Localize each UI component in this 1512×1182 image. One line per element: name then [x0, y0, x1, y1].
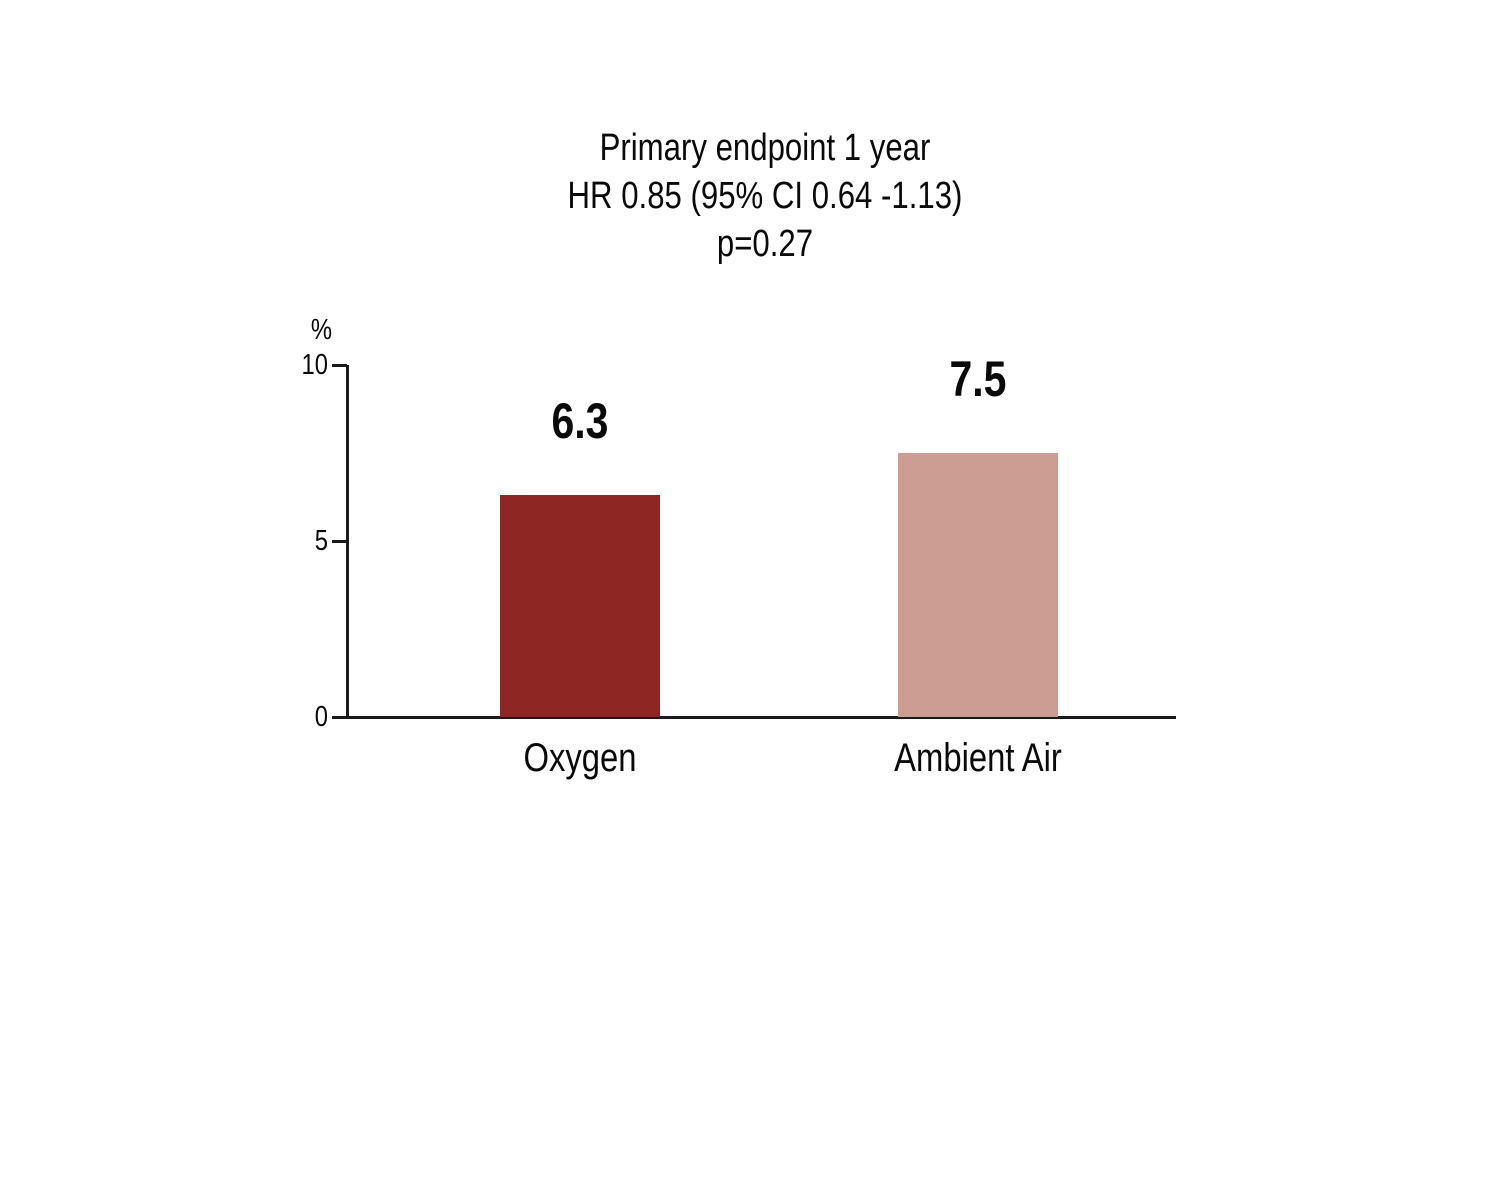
value-label-oxygen: 6.3: [551, 393, 609, 450]
category-label-ambient-air: Ambient Air: [894, 736, 1062, 780]
y-tick-label-10: 10: [301, 349, 328, 381]
y-axis-unit-label: %: [310, 314, 332, 346]
chart-title-line-2: HR 0.85 (95% CI 0.64 -1.13): [567, 175, 963, 217]
category-label-oxygen: Oxygen: [523, 736, 637, 780]
y-tick-10: [332, 363, 347, 367]
x-axis-line: [333, 716, 1176, 719]
bar-ambient-air: [898, 453, 1058, 717]
chart-title: Primary endpoint 1 year HR 0.85 (95% CI …: [365, 124, 1165, 268]
value-label-ambient-air: 7.5: [949, 351, 1007, 407]
y-axis-line: [346, 365, 349, 719]
chart-title-line-1: Primary endpoint 1 year: [599, 127, 931, 169]
chart-title-line-3: p=0.27: [716, 223, 814, 265]
y-tick-5: [332, 539, 347, 543]
y-tick-label-0: 0: [314, 701, 328, 733]
y-tick-label-5: 5: [314, 525, 328, 557]
y-tick-0: [332, 715, 347, 719]
bar-oxygen: [500, 495, 660, 717]
